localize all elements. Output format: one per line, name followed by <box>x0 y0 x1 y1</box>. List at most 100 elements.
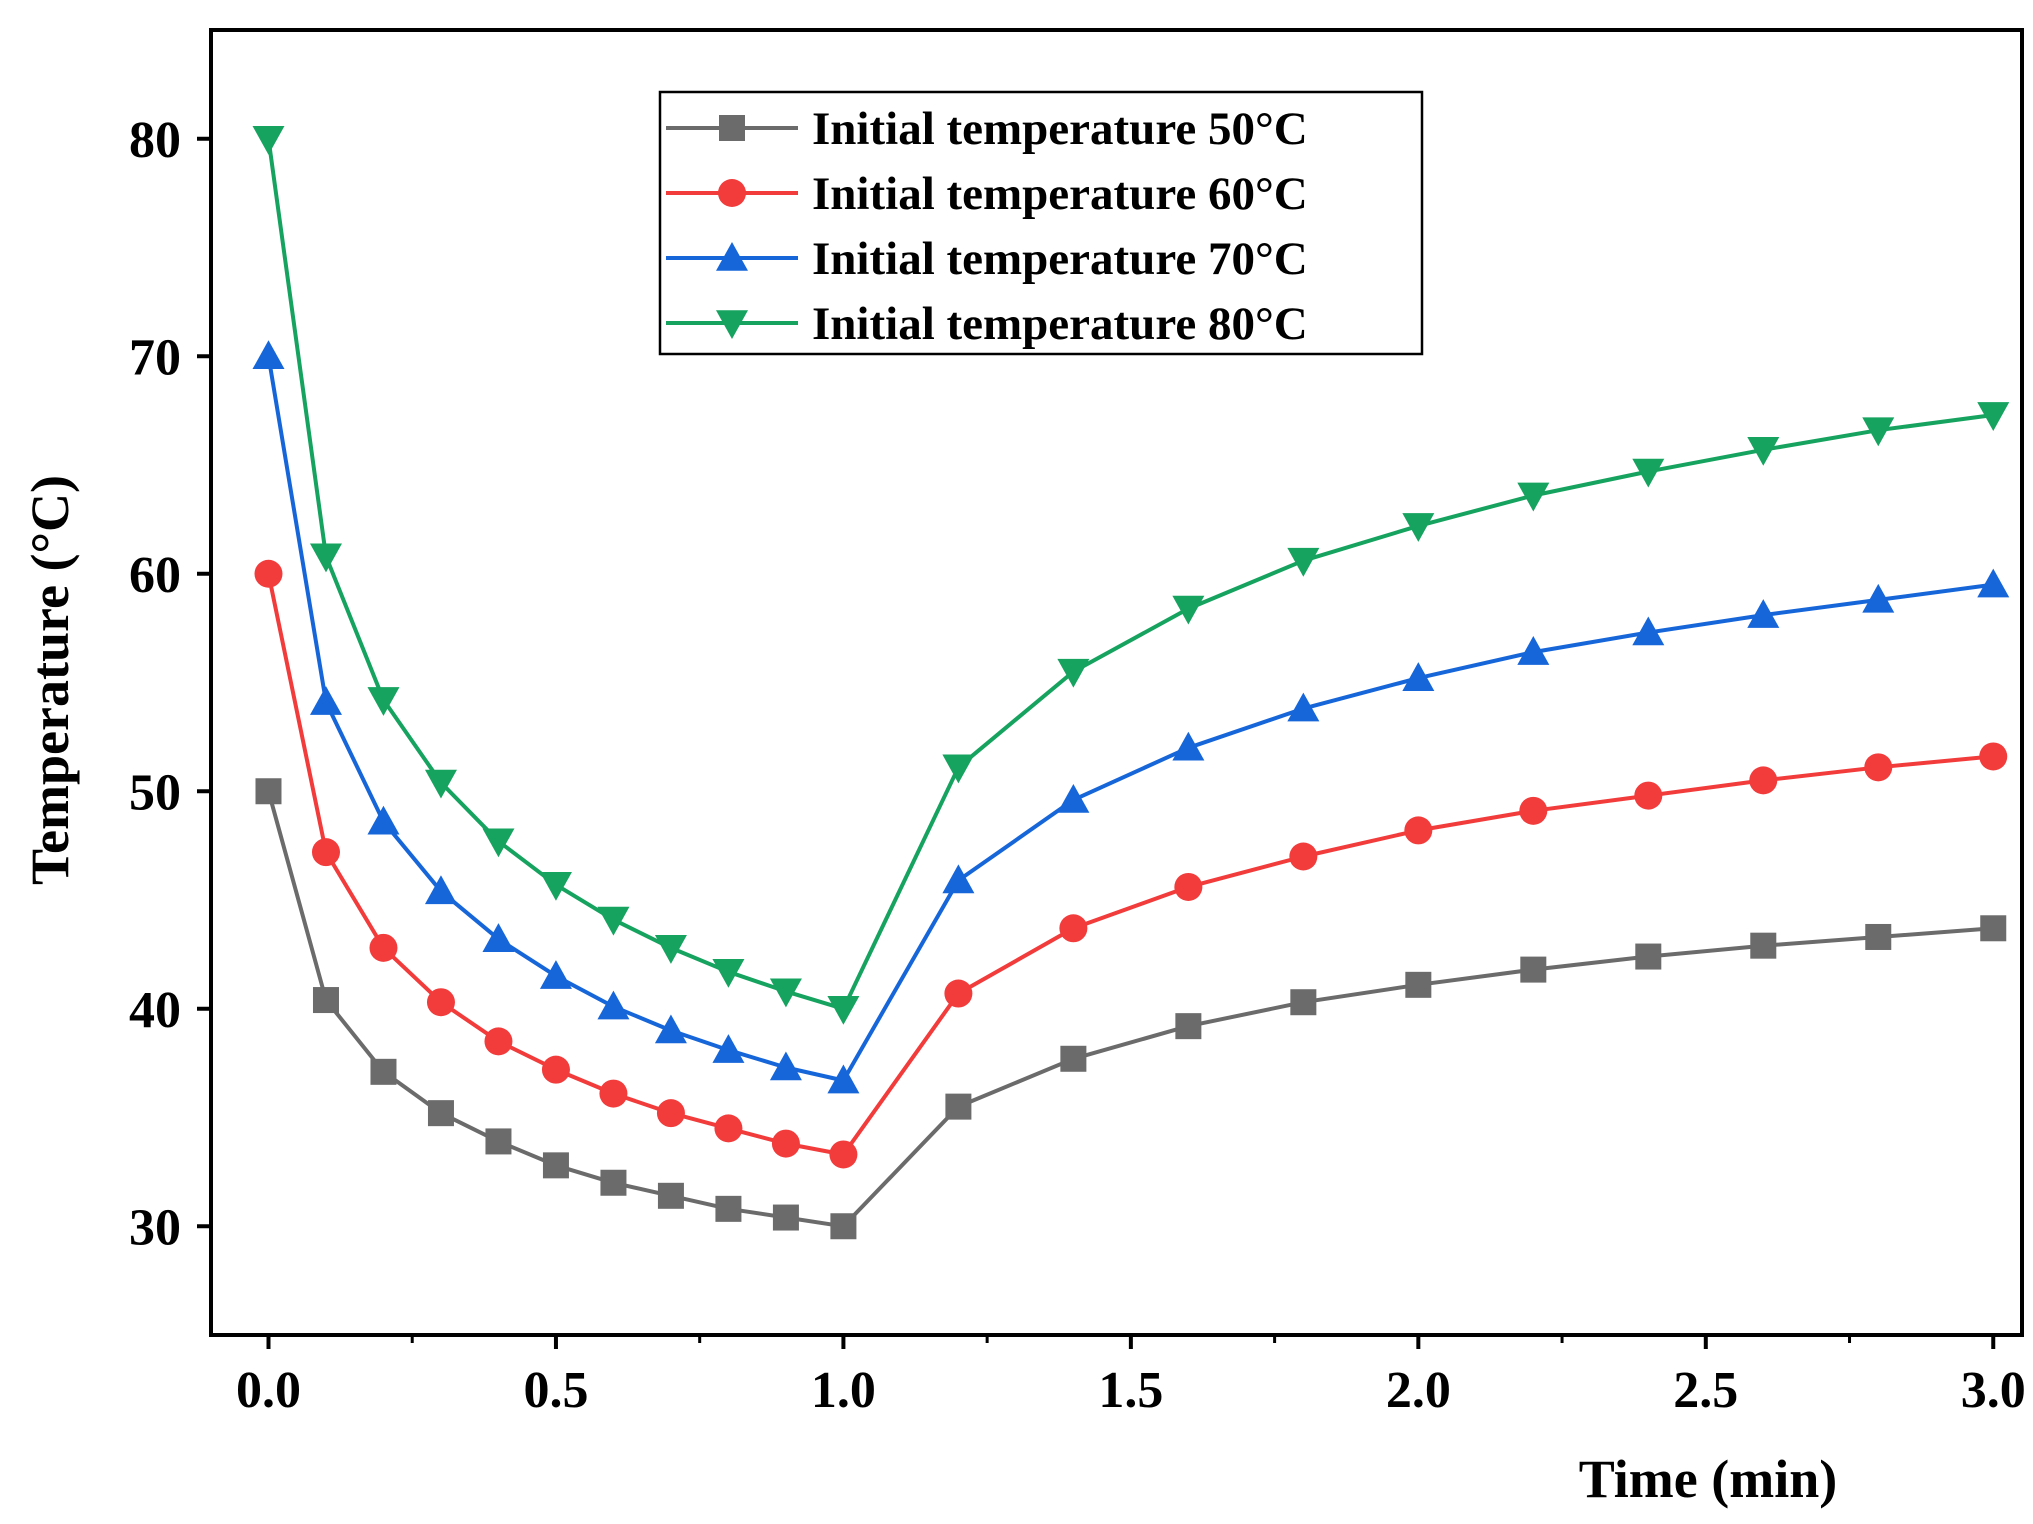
data-point <box>1060 1045 1087 1072</box>
data-point <box>370 1058 397 1085</box>
data-point <box>1287 692 1320 722</box>
legend-label: Initial temperature 70°C <box>812 233 1308 285</box>
data-point <box>367 805 400 835</box>
data-point <box>1057 783 1090 813</box>
data-point <box>771 1129 800 1158</box>
data-point <box>367 687 400 716</box>
x-tick-label: 2.0 <box>1386 1362 1451 1419</box>
data-point <box>654 935 687 964</box>
data-point <box>252 125 285 155</box>
data-point <box>1175 1013 1202 1040</box>
data-point <box>597 990 630 1020</box>
plot-area-frame <box>209 28 2024 1337</box>
data-point <box>945 1093 972 1120</box>
data-point <box>1864 753 1893 782</box>
series-2 <box>254 559 2008 1169</box>
data-point <box>309 686 342 715</box>
legend-marker <box>716 310 748 339</box>
data-point <box>600 1169 627 1196</box>
x-tick-label: 1.5 <box>1098 1362 1163 1419</box>
y-tick-label: 30 <box>129 1199 181 1256</box>
y-tick-label: 70 <box>129 329 181 386</box>
data-point <box>539 960 572 989</box>
data-point <box>715 1195 742 1222</box>
data-point <box>1749 766 1778 795</box>
legend-label: Initial temperature 60°C <box>812 168 1308 220</box>
data-point <box>1977 568 2010 598</box>
data-point <box>657 1182 684 1209</box>
y-axis-title: Temperature (°C) <box>20 475 80 885</box>
data-point <box>656 1099 685 1128</box>
data-point <box>827 1064 860 1094</box>
data-point <box>311 838 340 867</box>
legend-box <box>658 90 1424 356</box>
data-point <box>654 1014 687 1044</box>
data-point <box>712 958 745 988</box>
data-point <box>309 543 342 573</box>
data-point <box>942 754 975 784</box>
data-point <box>830 1213 857 1240</box>
data-point <box>1172 595 1205 625</box>
data-point <box>714 1114 743 1143</box>
data-point <box>541 1055 570 1084</box>
data-point <box>1634 781 1663 810</box>
data-point <box>1402 513 1435 542</box>
data-point <box>1862 417 1895 447</box>
x-tick-label: 1.0 <box>811 1362 876 1419</box>
data-point <box>1517 636 1550 665</box>
data-point <box>1747 599 1780 628</box>
data-point <box>827 995 860 1025</box>
data-point <box>1517 482 1550 512</box>
data-point <box>1977 402 2010 431</box>
data-point <box>482 923 515 952</box>
data-point <box>484 1027 513 1056</box>
data-point <box>1289 842 1318 871</box>
data-point <box>1632 458 1665 488</box>
data-point <box>1520 956 1547 983</box>
y-tick-label: 60 <box>129 547 181 604</box>
data-point <box>1290 989 1317 1016</box>
data-point <box>1635 943 1662 970</box>
series-1 <box>255 778 2007 1240</box>
x-axis-title: Time (min) <box>1579 1449 1837 1509</box>
data-point <box>254 559 283 588</box>
data-point <box>1287 547 1320 577</box>
data-point <box>829 1140 858 1169</box>
data-point <box>1747 436 1780 466</box>
y-tick-label: 40 <box>129 982 181 1039</box>
data-point <box>769 1051 802 1081</box>
data-point <box>1174 872 1203 901</box>
data-point <box>427 1100 454 1127</box>
data-point <box>542 1152 569 1179</box>
legend-entry: Initial temperature 50°C <box>666 103 1308 155</box>
legend-marker <box>716 242 748 271</box>
data-point <box>1750 932 1777 959</box>
data-point <box>485 1128 512 1155</box>
y-tick-label: 80 <box>129 112 181 169</box>
x-tick-label: 0.0 <box>236 1362 301 1419</box>
data-point <box>1865 923 1892 950</box>
data-point <box>942 864 975 894</box>
data-point <box>252 340 285 370</box>
data-point <box>1172 731 1205 761</box>
data-point <box>424 769 457 799</box>
data-point <box>772 1204 799 1231</box>
legend-entry: Initial temperature 80°C <box>666 298 1308 350</box>
legend: Initial temperature 50°C Initial temperat… <box>658 90 1424 356</box>
data-point <box>597 906 630 936</box>
data-point <box>539 871 572 901</box>
data-point <box>1057 658 1090 688</box>
y-tick-labels: 30 40 50 60 70 80 <box>129 112 181 1257</box>
data-point <box>712 1034 745 1063</box>
data-point <box>1405 971 1432 998</box>
data-point <box>1519 796 1548 825</box>
legend-label: Initial temperature 50°C <box>812 103 1308 155</box>
x-tick-label: 3.0 <box>1961 1362 2026 1419</box>
series-layer <box>252 125 2010 1240</box>
legend-marker <box>719 115 745 141</box>
data-point <box>1862 583 1895 613</box>
data-point <box>255 778 282 805</box>
data-point <box>312 987 339 1014</box>
series-4 <box>252 125 2010 1025</box>
